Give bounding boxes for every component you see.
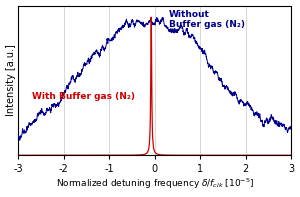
Text: Without
Buffer gas (N₂): Without Buffer gas (N₂) xyxy=(169,10,244,29)
Text: With Buffer gas (N₂): With Buffer gas (N₂) xyxy=(32,92,135,101)
Y-axis label: Intensity [a.u.]: Intensity [a.u.] xyxy=(6,45,16,116)
X-axis label: Normalized detuning frequency $\delta/f_{clk}$ [10$^{-5}$]: Normalized detuning frequency $\delta/f_… xyxy=(56,177,254,191)
